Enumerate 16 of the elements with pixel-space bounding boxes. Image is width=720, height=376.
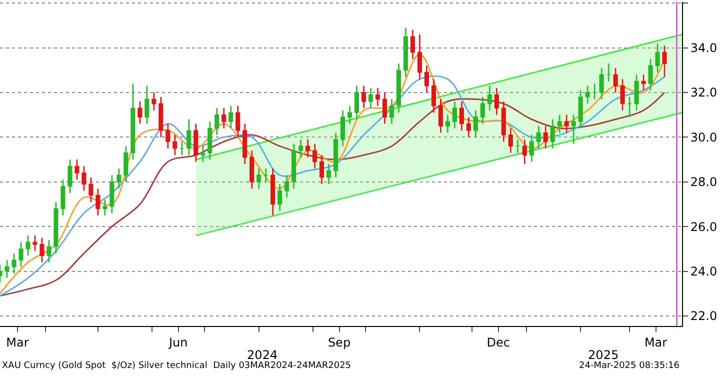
x-tick-label: Mar	[6, 335, 29, 350]
x-tick-label: Dec	[486, 335, 510, 350]
text: 24-Mar-2025 08:35:16	[579, 361, 680, 371]
y-tick-label: 26.0	[690, 220, 718, 234]
y-tick-label: 22.0	[690, 309, 718, 324]
y-tick-label: 28.0	[690, 175, 718, 190]
x-tick-label: Sep	[328, 335, 351, 350]
x-tick-label: Mar	[644, 335, 668, 350]
x-tick-label: Jun	[168, 335, 188, 350]
x2-tick-label: 2024	[247, 348, 278, 362]
y-tick-label: 34.0	[690, 41, 718, 56]
text: XAU Curncy (Gold Spot $/Oz) Silver technical Daily 03MAR2024-24MAR2025	[2, 361, 352, 371]
y-tick-label: 32.0	[690, 86, 718, 100]
x2-tick-label: 2025	[588, 348, 619, 362]
y-tick-label: 30.0	[690, 130, 718, 144]
y-tick-label: 24.0	[690, 264, 718, 278]
